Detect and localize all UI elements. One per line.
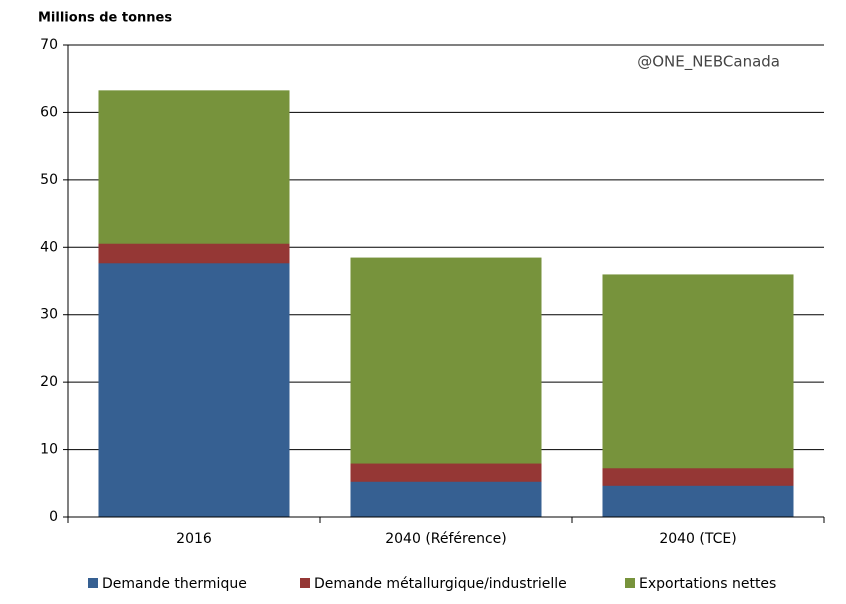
y-axis-label: Millions de tonnes xyxy=(38,11,172,26)
bar-segment xyxy=(350,480,542,518)
bar-segment xyxy=(98,262,290,518)
y-tick-label: 0 xyxy=(49,509,58,525)
bar-segment xyxy=(602,484,794,518)
y-tick-label: 50 xyxy=(40,172,58,188)
legend-label: Exportations nettes xyxy=(639,576,776,592)
y-tick-label: 40 xyxy=(40,239,58,255)
legend-label: Demande thermique xyxy=(102,576,247,592)
x-tick-label: 2016 xyxy=(176,531,212,547)
legend-swatch xyxy=(625,578,635,588)
legend-swatch xyxy=(300,578,310,588)
x-tick-label: 2040 (Référence) xyxy=(385,531,507,547)
legend-swatch xyxy=(88,578,98,588)
y-tick-label: 60 xyxy=(40,104,58,120)
y-tick-label: 70 xyxy=(40,37,58,53)
y-tick-label: 30 xyxy=(40,307,58,323)
y-tick-label: 10 xyxy=(40,442,58,458)
annotation: @ONE_NEBCanada xyxy=(637,53,780,72)
bar-segment xyxy=(350,257,542,464)
bar-segment xyxy=(98,242,290,264)
bar-segment xyxy=(350,462,542,482)
bar-segment xyxy=(602,467,794,486)
legend-label: Demande métallurgique/industrielle xyxy=(314,576,567,592)
x-tick-label: 2040 (TCE) xyxy=(659,531,736,547)
bar-segment xyxy=(602,274,794,469)
bar-segment xyxy=(98,90,290,244)
y-tick-label: 20 xyxy=(40,374,58,390)
